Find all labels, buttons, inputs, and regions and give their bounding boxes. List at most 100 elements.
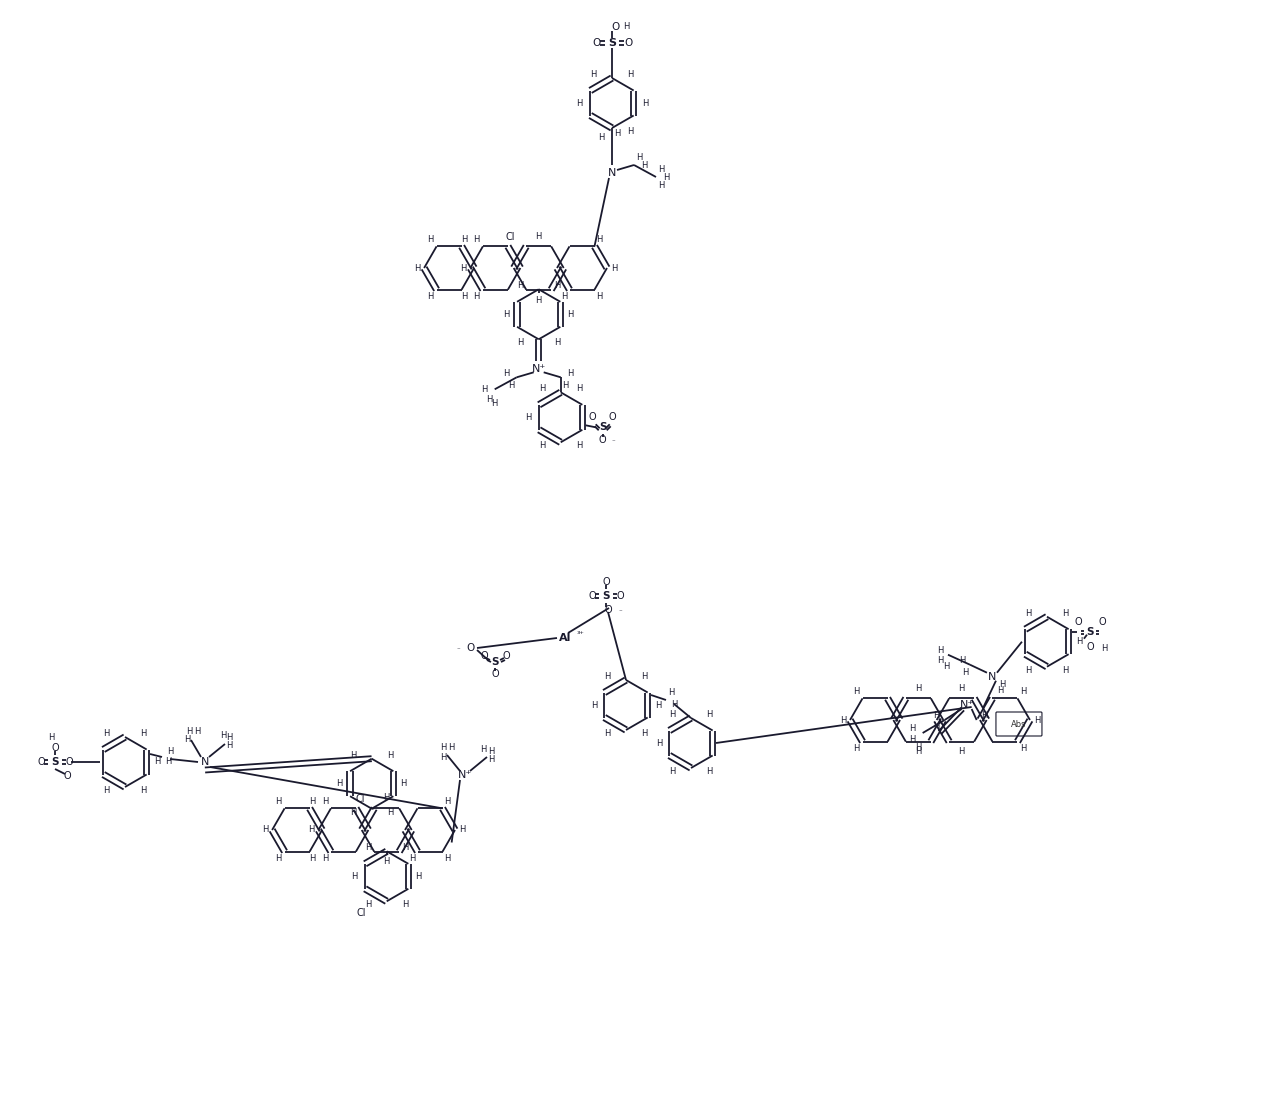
Text: H: H [48, 733, 54, 743]
Text: ⁻: ⁻ [457, 647, 460, 653]
Text: H: H [1034, 715, 1040, 724]
Text: H: H [539, 384, 545, 393]
Text: H: H [184, 735, 190, 744]
Text: H: H [140, 729, 147, 737]
Text: H: H [561, 292, 567, 301]
Text: H: H [539, 441, 545, 450]
Text: H: H [350, 751, 356, 760]
Text: H: H [981, 711, 988, 720]
Text: N: N [201, 758, 210, 768]
Text: H: H [400, 779, 406, 789]
Text: S: S [608, 38, 616, 48]
Text: H: H [460, 264, 467, 273]
Text: H: H [658, 180, 664, 189]
Text: H: H [226, 742, 233, 751]
Text: O: O [624, 38, 633, 48]
Text: H: H [598, 133, 604, 141]
Text: H: H [936, 656, 943, 665]
Text: H: H [916, 747, 922, 756]
Text: O: O [602, 577, 610, 587]
Text: S: S [1087, 627, 1093, 637]
Text: H: H [185, 727, 192, 736]
Text: O: O [1087, 642, 1094, 652]
Text: O: O [599, 436, 607, 446]
Text: H: H [409, 854, 415, 863]
Text: H: H [486, 394, 493, 403]
Text: O: O [592, 38, 601, 48]
Text: S: S [602, 592, 610, 600]
Text: O: O [63, 771, 71, 781]
Text: H: H [487, 754, 494, 763]
Text: O: O [616, 592, 624, 600]
Text: H: H [655, 701, 661, 710]
Text: H: H [642, 672, 648, 681]
Text: O: O [37, 758, 45, 768]
Text: Abs: Abs [1011, 720, 1026, 729]
Text: H: H [165, 758, 171, 766]
Text: H: H [622, 21, 629, 30]
Text: H: H [576, 384, 583, 393]
Text: H: H [854, 687, 860, 696]
Text: H: H [491, 399, 498, 408]
Text: H: H [504, 369, 509, 378]
Text: H: H [220, 732, 226, 741]
Text: H: H [365, 900, 372, 909]
Text: H: H [1020, 744, 1026, 753]
Text: H: H [656, 739, 662, 747]
Text: H: H [635, 153, 642, 162]
Text: H: H [554, 281, 561, 290]
Text: H: H [999, 681, 1006, 690]
Text: H: H [642, 730, 648, 739]
Text: H: H [958, 747, 964, 756]
Text: H: H [1076, 637, 1082, 646]
Text: N: N [988, 672, 997, 682]
Text: O: O [604, 605, 612, 615]
Text: H: H [854, 744, 860, 753]
Text: H: H [462, 292, 468, 301]
Text: H: H [628, 70, 634, 79]
Text: H: H [517, 339, 523, 348]
Text: H: H [275, 797, 282, 805]
Text: H: H [526, 413, 532, 422]
Text: H: H [604, 730, 611, 739]
Text: H: H [140, 786, 147, 795]
Text: O: O [66, 758, 73, 768]
Text: H: H [262, 825, 269, 834]
Text: H: H [459, 825, 466, 834]
Text: H: H [597, 292, 603, 301]
Text: H: H [517, 281, 523, 290]
Text: H: H [1062, 608, 1069, 617]
Text: H: H [440, 752, 446, 762]
Text: H: H [909, 734, 916, 743]
Text: H: H [1020, 687, 1026, 696]
Text: H: H [706, 710, 712, 719]
Text: Al: Al [559, 633, 571, 643]
Text: H: H [669, 710, 675, 719]
Text: H: H [1025, 666, 1031, 675]
Text: N⁺: N⁺ [458, 770, 472, 780]
Text: H: H [508, 381, 514, 390]
Text: H: H [487, 746, 494, 755]
Text: H: H [383, 793, 390, 802]
Text: H: H [562, 381, 568, 390]
Text: H: H [103, 786, 109, 795]
Text: H: H [934, 722, 940, 731]
Text: O: O [608, 412, 616, 422]
Text: H: H [962, 668, 968, 677]
Text: H: H [444, 854, 450, 863]
Text: Cl: Cl [358, 908, 367, 918]
Text: H: H [576, 441, 583, 450]
Text: H: H [310, 797, 316, 805]
Text: H: H [669, 768, 675, 776]
Text: H: H [427, 292, 433, 301]
Text: H: H [427, 235, 433, 244]
Text: H: H [481, 384, 487, 394]
Text: O: O [466, 643, 475, 653]
Text: O: O [491, 670, 499, 680]
Text: N: N [608, 168, 616, 178]
Text: H: H [916, 743, 922, 752]
Text: H: H [351, 872, 358, 881]
Text: H: H [440, 743, 446, 752]
Text: H: H [658, 165, 664, 174]
Text: O: O [1074, 617, 1082, 627]
